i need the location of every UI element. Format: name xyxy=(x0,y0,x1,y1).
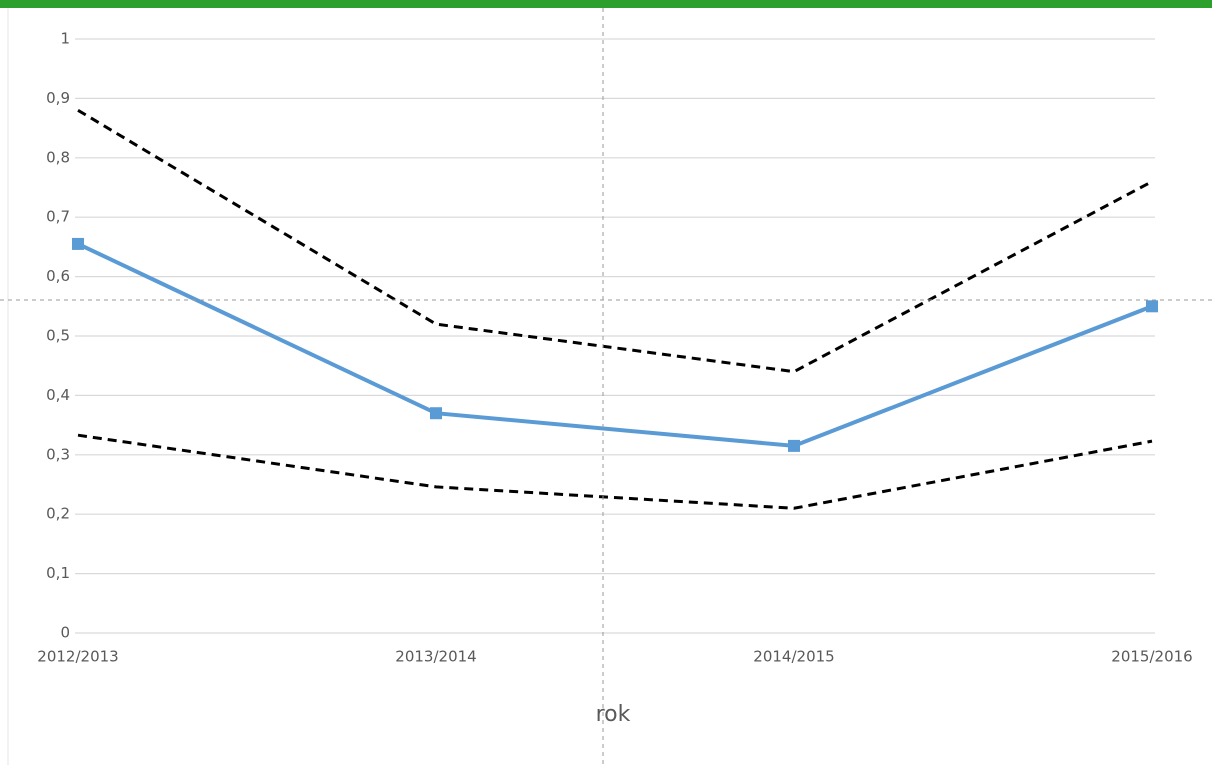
y-tick-label: 0,7 xyxy=(46,208,70,226)
y-tick-label: 0,6 xyxy=(46,267,70,285)
x-tick-label: 2015/2016 xyxy=(1111,648,1192,666)
y-tick-label: 1 xyxy=(60,30,70,48)
x-tick-label: 2013/2014 xyxy=(395,648,476,666)
series-marker xyxy=(72,237,84,250)
y-tick-label: 0,1 xyxy=(46,564,70,582)
y-tick-label: 0,5 xyxy=(46,327,70,345)
x-axis-label: rok xyxy=(596,702,631,727)
y-tick-label: 0 xyxy=(60,624,70,642)
series-marker xyxy=(430,407,442,420)
series-line xyxy=(77,242,1153,448)
series-line xyxy=(77,433,1153,510)
series-marker xyxy=(788,439,800,452)
y-tick-label: 0,9 xyxy=(46,89,70,107)
y-tick-label: 0,4 xyxy=(46,386,70,404)
y-tick-label: 0,2 xyxy=(46,505,70,523)
x-tick-label: 2014/2015 xyxy=(753,648,834,666)
series-line xyxy=(77,108,1153,374)
x-tick-label: 2012/2013 xyxy=(37,648,118,666)
y-tick-label: 0,8 xyxy=(46,148,70,166)
window-top-bar xyxy=(0,0,1212,8)
y-tick-label: 0,3 xyxy=(46,445,70,463)
series-marker xyxy=(1146,300,1158,313)
